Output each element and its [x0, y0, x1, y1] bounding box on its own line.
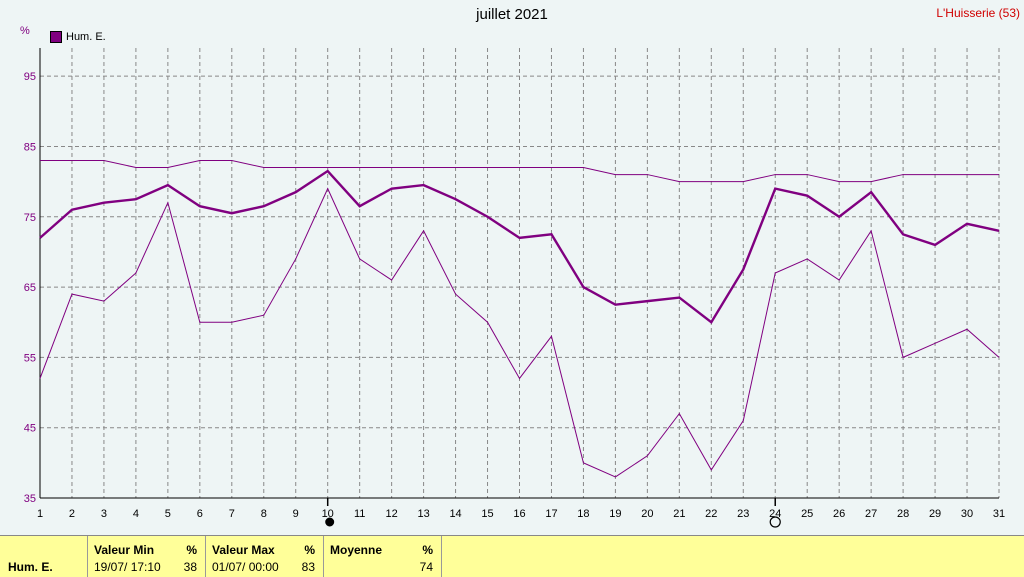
x-tick-label: 28 — [897, 508, 909, 520]
avg-unit: % — [422, 543, 433, 557]
x-tick-label: 15 — [481, 508, 493, 520]
x-tick-label: 21 — [673, 508, 685, 520]
x-tick-label: 9 — [293, 508, 299, 520]
avg-value: 74 — [419, 560, 433, 574]
stats-min-cell: Valeur Min % 19/07/ 17:10 38 — [88, 536, 206, 577]
stats-panel: Hum. E. Valeur Min % 19/07/ 17:10 38 Val… — [0, 535, 1024, 577]
x-tick-label: 13 — [417, 508, 429, 520]
y-tick-label: 35 — [24, 493, 36, 505]
x-tick-label: 3 — [101, 508, 107, 520]
max-marker — [769, 516, 781, 528]
series-line-min — [39, 187, 1000, 478]
x-tick-label: 26 — [833, 508, 845, 520]
y-tick-label: 95 — [24, 71, 36, 83]
stats-max-cell: Valeur Max % 01/07/ 00:00 83 — [206, 536, 324, 577]
x-tick-label: 31 — [993, 508, 1005, 520]
x-tick-label: 11 — [354, 508, 365, 520]
x-tick-label: 18 — [577, 508, 589, 520]
x-tick-label: 24 — [769, 508, 781, 520]
legend-label: Hum. E. — [66, 31, 106, 43]
x-tick-label: 29 — [929, 508, 941, 520]
min-title: Valeur Min — [94, 543, 155, 557]
x-tick-label: 12 — [386, 508, 398, 520]
x-tick-label: 20 — [641, 508, 653, 520]
avg-title: Moyenne — [330, 543, 383, 557]
x-tick-label: 10 — [322, 508, 334, 520]
x-tick-label: 5 — [165, 508, 171, 520]
x-tick-label: 14 — [449, 508, 461, 520]
x-tick-label: 2 — [69, 508, 75, 520]
min-date: 19/07/ 17:10 — [94, 560, 161, 574]
y-tick-label: 75 — [24, 212, 36, 224]
y-tick-label: 85 — [24, 141, 36, 153]
y-tick-label: 65 — [24, 282, 36, 294]
max-title: Valeur Max — [212, 543, 275, 557]
x-tick-label: 23 — [737, 508, 749, 520]
x-tick-label: 6 — [197, 508, 203, 520]
stats-row-label: Hum. E. — [8, 560, 53, 574]
x-tick-label: 19 — [609, 508, 621, 520]
x-tick-label: 8 — [261, 508, 267, 520]
max-value: 83 — [301, 560, 315, 574]
legend-swatch — [50, 31, 62, 43]
station-name: L'Huisserie (53) — [936, 6, 1020, 20]
y-tick-label: 45 — [24, 423, 36, 435]
max-unit: % — [304, 543, 315, 557]
y-axis-unit: % — [20, 25, 30, 37]
chart-title: juillet 2021 — [476, 6, 548, 23]
x-tick-label: 7 — [229, 508, 235, 520]
series-line-max — [40, 160, 999, 183]
series-line-mean — [39, 169, 1000, 324]
stats-avg-cell: Moyenne % 74 — [324, 536, 442, 577]
legend: Hum. E. — [50, 31, 106, 43]
x-tick-label: 27 — [865, 508, 877, 520]
x-tick-label: 25 — [801, 508, 813, 520]
y-tick-label: 55 — [24, 352, 36, 364]
x-tick-label: 4 — [133, 508, 139, 520]
x-tick-label: 30 — [961, 508, 973, 520]
min-marker — [325, 517, 335, 527]
min-value: 38 — [183, 560, 197, 574]
max-date: 01/07/ 00:00 — [212, 560, 279, 574]
x-tick-label: 17 — [545, 508, 557, 520]
x-tick-label: 16 — [513, 508, 525, 520]
x-tick-label: 22 — [705, 508, 717, 520]
min-unit: % — [186, 543, 197, 557]
stats-label-cell: Hum. E. — [0, 536, 88, 577]
x-tick-label: 1 — [37, 508, 43, 520]
